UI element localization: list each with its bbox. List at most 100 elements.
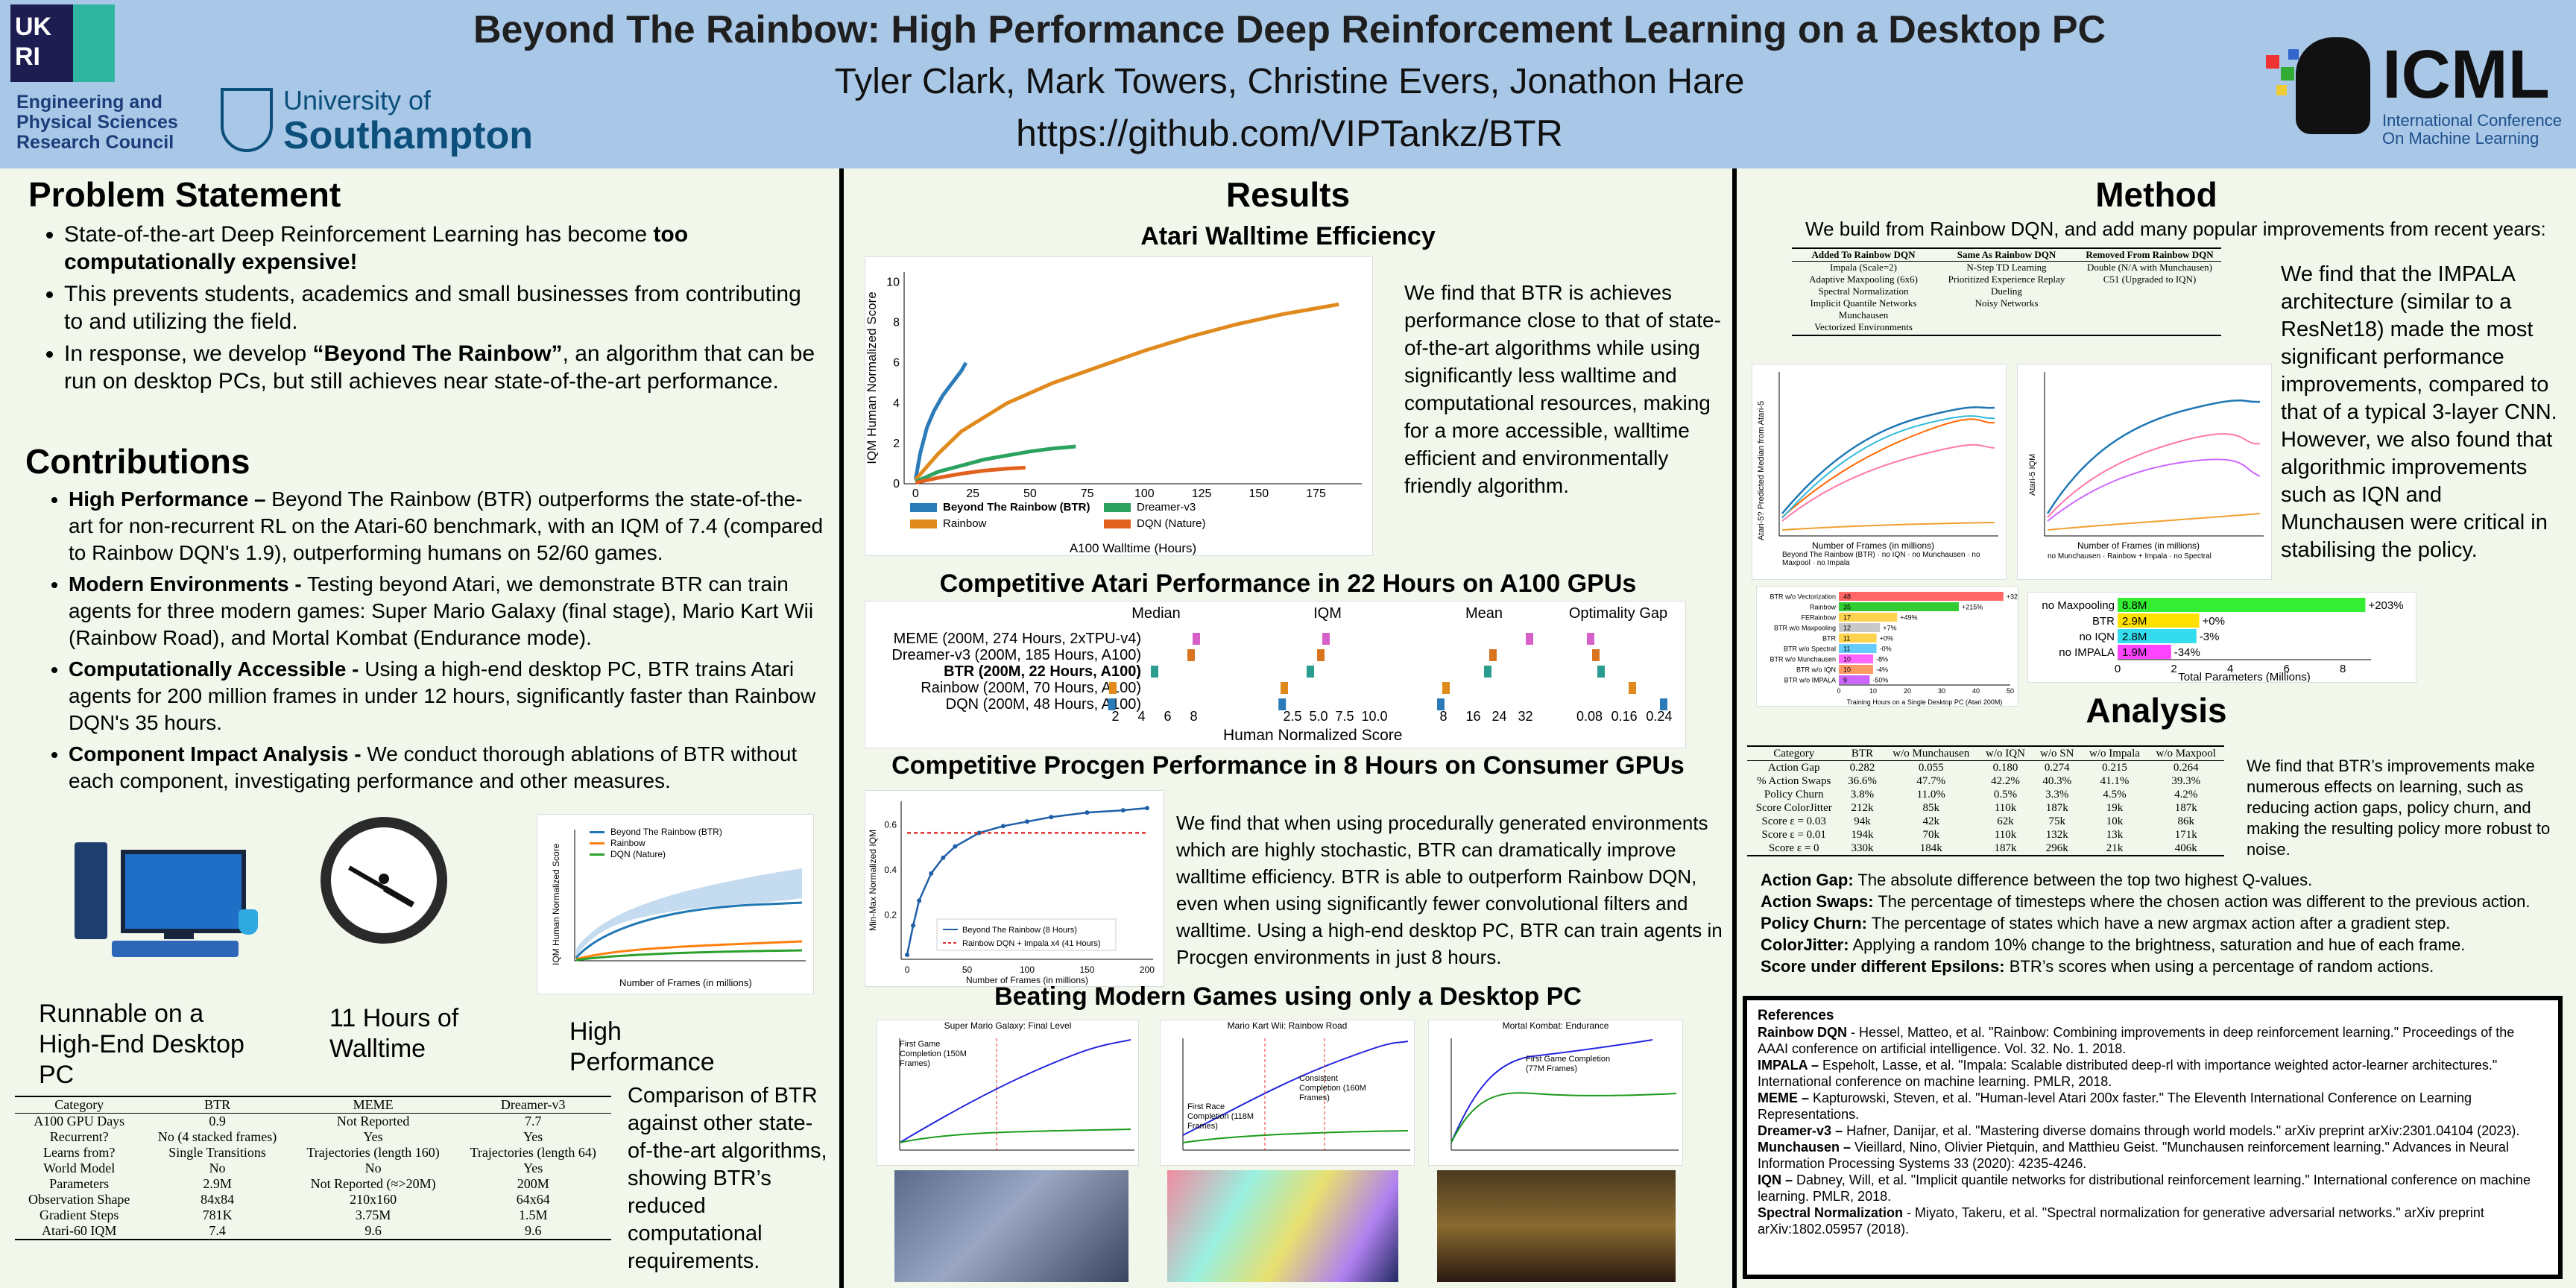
bar-pct-label: -8% <box>1876 656 1888 663</box>
component-item: Adaptive Maxpooling (6x6) <box>1809 274 1918 285</box>
table-cell: Not Reported (≈>20M) <box>310 1176 436 1191</box>
analysis-col-header: w/o Munchausen <box>1892 748 1970 760</box>
x-tick-label: 175 <box>1306 487 1326 500</box>
competitive-atari-chart: MEME (200M, 274 Hours, 2xTPU-v4) Dreamer-… <box>865 601 1686 748</box>
series-line <box>913 362 968 481</box>
y-tick-label: 0.2 <box>884 909 897 920</box>
table-cell: 187k <box>2174 802 2197 814</box>
data-point <box>917 898 922 903</box>
x-tick-label: 150 <box>1248 487 1269 500</box>
table-cell: 9.6 <box>364 1223 382 1238</box>
bar-category-label: BTR <box>1822 635 1837 643</box>
x-tick-label: 2 <box>2171 663 2176 675</box>
interval-mark <box>1108 698 1116 710</box>
data-point <box>1049 815 1054 820</box>
mini-legend-item: Rainbow <box>590 838 722 849</box>
reference-item: MEME – Kapturowski, Steven, et al. "Huma… <box>1758 1090 2472 1122</box>
bar <box>1839 654 1873 663</box>
reference-item: Spectral Normalization - Miyato, Takeru,… <box>1758 1205 2484 1237</box>
bar <box>1839 634 1877 643</box>
repo-link[interactable]: https://github.com/VIPTankz/BTR <box>1016 113 1563 154</box>
x-tick-label: 10 <box>1869 687 1877 695</box>
x-axis-label: Training Hours on a Single Desktop PC (A… <box>1847 698 2003 706</box>
epsrc-name: Engineering and Physical Sciences Resear… <box>16 92 178 153</box>
analysis-col-header: w/o Maxpool <box>2156 748 2216 760</box>
problem-bullet-2: This prevents students, academics and sm… <box>64 280 826 335</box>
method-text: We find that the IMPALA architecture (si… <box>2281 262 2557 562</box>
procgen-title: Competitive Procgen Performance in 8 Hou… <box>891 751 1685 780</box>
components-col-header: Removed From Rainbow DQN <box>2086 249 2214 260</box>
table-cell: Recurrent? <box>49 1129 109 1144</box>
bar <box>1839 644 1877 653</box>
comp-col-header: MEME <box>353 1097 394 1112</box>
table-row: Score ε = 0.03 94k 42k 62k 75k 10k 86k <box>1747 815 2224 828</box>
table-cell: Observation Shape <box>28 1192 130 1207</box>
bar-value-label: 12 <box>1843 625 1851 632</box>
table-cell: 132k <box>2045 829 2068 841</box>
interval-mark <box>1187 649 1195 661</box>
desktop-pc-icon <box>52 827 261 962</box>
x-tick-label: 5.0 <box>1310 709 1328 724</box>
bar-value-label: 11 <box>1843 645 1850 653</box>
bar <box>1839 592 2004 601</box>
interval-mark <box>1317 649 1325 661</box>
table-cell: 64x64 <box>516 1192 550 1207</box>
table-cell: Score ε = 0 <box>1768 842 1819 854</box>
game-line-rainbow <box>1450 1092 1677 1143</box>
problem-bullet-3: In response, we develop “Beyond The Rain… <box>64 340 826 395</box>
interval-mark <box>1322 633 1330 645</box>
x-tick-label: 30 <box>1938 687 1945 695</box>
mortal-kombat-screenshot <box>1437 1170 1676 1282</box>
table-row: Observation Shape 84x84 210x160 64x64 <box>15 1192 611 1208</box>
game-plot-svg <box>1450 1038 1679 1151</box>
ablation-chart-1: Number of Frames (in millions) Beyond Th… <box>1752 364 2007 580</box>
table-cell: 39.3% <box>2171 775 2201 787</box>
references-heading: References <box>1758 1008 1834 1023</box>
bar-value-label: 48 <box>1843 593 1851 601</box>
table-cell: No <box>364 1161 382 1175</box>
table-cell: 187k <box>1994 842 2017 854</box>
legend-label: DQN (Nature) <box>1137 517 1206 530</box>
x-tick-label: 6 <box>1164 709 1172 724</box>
table-cell: 194k <box>1851 829 1874 841</box>
legend-label: Rainbow DQN + Impala x4 (41 Hours) <box>962 939 1101 948</box>
comp-col-header: Category <box>54 1097 104 1112</box>
analysis-text: We find that BTR’s improvements make num… <box>2247 757 2551 859</box>
icml-sub-line-2: On Machine Learning <box>2382 129 2539 148</box>
clock-icon <box>321 817 447 944</box>
x-tick-label: 24 <box>1492 709 1507 724</box>
table-cell: % Action Swaps <box>1757 775 1831 787</box>
ablation-ylabel-1: Atari-5? Predicted Median from Atari-5 <box>1757 400 1766 540</box>
table-cell: Score ColorJitter <box>1755 802 1832 814</box>
component-item: Spectral Normalization <box>1818 285 1909 297</box>
bar-category-label: BTR w/o IQN <box>1796 666 1836 674</box>
table-row: Parameters 2.9M Not Reported (≈>20M) 200M <box>15 1176 611 1192</box>
component-item: Prioritized Experience Replay <box>1948 274 2065 285</box>
data-point <box>953 844 958 849</box>
x-tick-label: 7.5 <box>1336 709 1354 724</box>
game-plot-mario-kart: Mario Kart Wii: Rainbow Road First Race … <box>1160 1020 1415 1166</box>
caption-walltime: 11 Hours of Walltime <box>329 1004 459 1063</box>
mini-legend: Beyond The Rainbow (BTR) Rainbow DQN (Na… <box>590 827 722 860</box>
y-axis-label: Min-Max Normalized IQM <box>868 830 878 931</box>
table-cell: 47.7% <box>1916 775 1946 787</box>
x-tick-label: 0.16 <box>1611 709 1638 724</box>
table-cell: 9.6 <box>524 1223 542 1238</box>
legend-label: Beyond The Rainbow (BTR) <box>943 501 1090 514</box>
x-tick-label: 8 <box>2340 663 2346 675</box>
table-cell: Action Gap <box>1767 762 1820 774</box>
competitive-atari-title: Competitive Atari Performance in 22 Hour… <box>939 569 1637 598</box>
contribution-item: Component Impact Analysis - We conduct t… <box>69 741 826 795</box>
legend-swatch <box>910 520 937 528</box>
bar-value-label: 1.9M <box>2122 646 2147 659</box>
bar-pct-label: -4% <box>1876 666 1888 674</box>
southampton-name: University of Southampton <box>283 85 533 155</box>
x-tick-label: 4 <box>2227 663 2233 675</box>
bar-category-label: BTR w/o Maxpooling <box>1774 625 1836 632</box>
table-row: Score ε = 0 330k 184k 187k 296k 21k 406k <box>1747 842 2224 856</box>
competitive-atari-svg: MEME (200M, 274 Hours, 2xTPU-v4)Dreamer-… <box>891 605 1672 744</box>
parameters-chart: no Maxpooling 8.8M +203% BTR 2.9M +0% no IQN 2.… <box>2027 592 2416 684</box>
x-tick-label: 75 <box>1081 487 1094 500</box>
table-row: % Action Swaps 36.6% 47.7% 42.2% 40.3% 41.1% 3… <box>1747 774 2224 788</box>
atari-walltime-svg: 0 25 50 75 100 125 150 175 0 2 4 6 8 10 A100 Walltime … <box>865 272 1362 555</box>
